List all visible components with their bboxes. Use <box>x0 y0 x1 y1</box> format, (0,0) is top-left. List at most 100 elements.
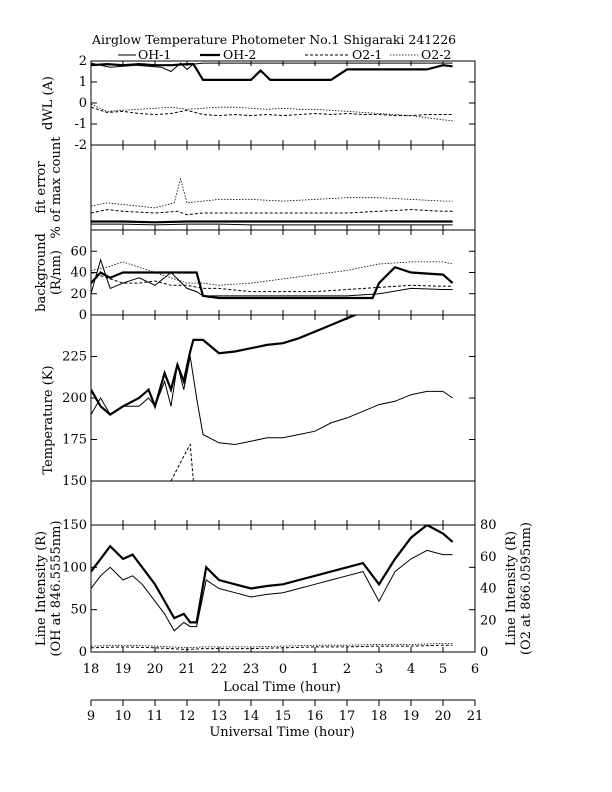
xtick-label-local: 23 <box>243 662 260 677</box>
panel-frame-temp <box>90 314 476 526</box>
xtick-label-universal: 18 <box>371 709 388 724</box>
ylabel-fit: fit error <box>34 161 49 214</box>
ytick-label-dwl: 0 <box>79 96 87 111</box>
xtick-label-universal: 13 <box>211 709 228 724</box>
ytick-label-temp: 225 <box>62 350 87 365</box>
ytick-label-temp: 200 <box>62 391 87 406</box>
series-bg-oh-2 <box>91 265 454 300</box>
ytick-label-bg: 60 <box>70 244 87 259</box>
legend-entry-o22: O2-2 <box>390 47 451 62</box>
xtick-label-local: 19 <box>115 662 132 677</box>
legend-entry-o21: O2-1 <box>305 47 382 62</box>
ytick-label-int: 100 <box>62 560 87 575</box>
series-bg-o2-1 <box>91 272 453 293</box>
xtick-label-universal: 20 <box>435 709 452 724</box>
xtick-label-local: 5 <box>439 662 447 677</box>
ytick-label-dwl: 2 <box>79 54 87 69</box>
ytick-label-right-int: 80 <box>480 518 497 533</box>
ylabel-int: (OH at 846.5555nm) <box>49 520 64 656</box>
xtick-label-local: 21 <box>179 662 196 677</box>
ylabel-fit: % of max count <box>49 136 64 239</box>
xtick-label-local: 3 <box>375 662 383 677</box>
x-label-universal: Universal Time (hour) <box>209 725 354 740</box>
series-temp-o2-1 <box>170 442 194 482</box>
xtick-label-local: 2 <box>343 662 351 677</box>
panel-fit: fit error% of max count <box>34 136 476 239</box>
ytick-label-temp: 150 <box>62 474 87 489</box>
series-dwl-o2-2 <box>91 103 453 122</box>
panel-dwl: -2 -1 0 1 2 dWL (A) <box>41 54 476 153</box>
ytick-label-right-int: 20 <box>480 613 497 628</box>
series-fit-oh-1 <box>91 223 453 226</box>
ytick-label-int: 150 <box>62 518 87 533</box>
ylabel-int: Line Intensity (R) <box>34 531 49 646</box>
series-dwl-oh-1 <box>91 62 453 73</box>
panel-frame-dwl <box>90 60 476 146</box>
xtick-label-universal: 11 <box>147 709 164 724</box>
chart-title: Airglow Temperature Photometer No.1 Shig… <box>91 32 456 47</box>
xtick-label-local: 1 <box>311 662 319 677</box>
legend-entry-oh2: OH-2 <box>200 47 256 62</box>
series-temp-oh-2 <box>91 315 358 416</box>
ytick-label-bg: 20 <box>70 287 87 302</box>
series-dwl-o2-1 <box>91 106 453 117</box>
xtick-label-local: 18 <box>83 662 100 677</box>
x-label-local: Local Time (hour) <box>223 680 341 695</box>
series-int-o2-2 <box>91 643 453 649</box>
ytick-label-bg: 0 <box>79 308 87 323</box>
series-fit-oh-2 <box>91 220 453 224</box>
ytick-label-temp: 175 <box>62 433 87 448</box>
xtick-label-universal: 12 <box>179 709 196 724</box>
ytick-label-dwl: 1 <box>79 75 87 90</box>
ytick-label-dwl: -1 <box>74 117 87 132</box>
panel-frame-fit <box>90 144 476 231</box>
xtick-label-universal: 14 <box>243 709 260 724</box>
xtick-label-universal: 16 <box>307 709 324 724</box>
ytick-label-right-int: 0 <box>480 645 488 660</box>
series-bg-oh-1 <box>91 258 453 297</box>
svg-text:O2-2: O2-2 <box>421 47 451 62</box>
ylabel-bg: background <box>34 233 49 312</box>
ytick-label-right-int: 40 <box>480 582 497 597</box>
legend-entry-oh1: OH-1 <box>118 47 171 62</box>
ylabel-temp: Temperature (K) <box>41 365 56 474</box>
ylabel-right-int: (O2 at 866.0595nm) <box>519 522 534 655</box>
xtick-label-local: 0 <box>279 662 287 677</box>
xtick-label-universal: 9 <box>87 709 95 724</box>
svg-text:O2-1: O2-1 <box>352 47 382 62</box>
panel-bg: 0 20 40 60 background (R/nm) <box>34 229 476 323</box>
svg-text:OH-1: OH-1 <box>138 47 171 62</box>
xtick-label-local: 20 <box>147 662 164 677</box>
ytick-label-int: 0 <box>79 645 87 660</box>
xtick-label-universal: 15 <box>275 709 292 724</box>
xtick-label-local: 6 <box>471 662 479 677</box>
legend: OH-1 OH-2 O2-1 O2-2 <box>118 47 451 62</box>
series-bg-o2-2 <box>91 261 453 286</box>
chart-panels: -2 -1 0 1 2 dWL (A) fit error% of max count 0 20… <box>34 54 534 660</box>
svg-text:OH-2: OH-2 <box>223 47 256 62</box>
xtick-label-universal: 10 <box>115 709 132 724</box>
series-int-oh-2 <box>91 525 454 624</box>
xtick-label-local: 4 <box>407 662 415 677</box>
panel-frame-int <box>90 524 476 653</box>
panel-temp: 150 175 200 225 Temperature (K) <box>41 314 476 526</box>
xtick-label-universal: 21 <box>467 709 484 724</box>
series-fit-o2-1 <box>91 209 453 216</box>
ylabel-dwl: dWL (A) <box>41 76 56 130</box>
series-dwl-oh-2 <box>91 62 453 81</box>
xtick-label-universal: 17 <box>339 709 356 724</box>
ytick-label-dwl: -2 <box>74 138 87 153</box>
xtick-label-universal: 19 <box>403 709 420 724</box>
ylabel-bg: (R/nm) <box>49 250 64 295</box>
x-axes: 18 19 20 21 22 23 0 1 2 3 4 5 69 10 11 12 13 14 15 16 17 18 19… <box>83 662 484 724</box>
series-int-oh-1 <box>91 549 453 632</box>
series-int-o2-1 <box>91 644 453 651</box>
ytick-label-bg: 40 <box>70 266 87 281</box>
ylabel-right-int: Line Intensity (R) <box>504 531 519 646</box>
series-fit-o2-2 <box>91 177 453 209</box>
series-temp-oh-1 <box>91 356 453 446</box>
ytick-label-right-int: 60 <box>480 550 497 565</box>
xtick-label-local: 22 <box>211 662 228 677</box>
